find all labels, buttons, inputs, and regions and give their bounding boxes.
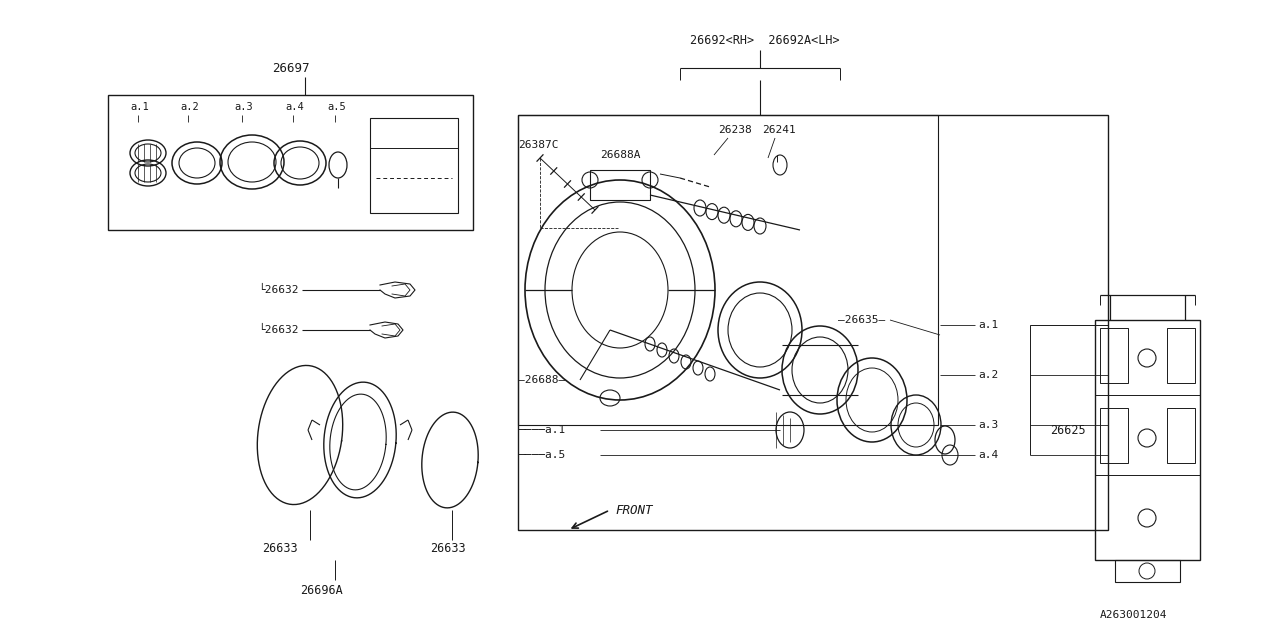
Text: a.4: a.4 [285,102,303,112]
Text: ────a.1: ────a.1 [518,425,566,435]
Bar [1167,408,1196,463]
Text: └26632: └26632 [259,285,298,295]
Bar [1094,320,1201,560]
Text: 26241: 26241 [762,125,796,135]
Bar [1167,328,1196,383]
Text: 26387C: 26387C [518,140,558,150]
Text: a.1: a.1 [978,320,998,330]
Text: a.4: a.4 [978,450,998,460]
Text: a.2: a.2 [180,102,198,112]
Text: a.1: a.1 [131,102,148,112]
Text: a.5: a.5 [326,102,346,112]
Bar [1115,560,1180,582]
Text: 26688A: 26688A [600,150,640,160]
Text: 26633: 26633 [430,541,466,554]
Bar [590,170,650,200]
Text: a.3: a.3 [234,102,252,112]
Bar [108,95,474,230]
Text: 26633: 26633 [262,541,298,554]
Text: 26238: 26238 [718,125,751,135]
Bar [518,115,938,425]
Text: a.3: a.3 [978,420,998,430]
Bar [1100,328,1128,383]
Text: —26688—: —26688— [518,375,566,385]
Bar [518,115,1108,530]
Text: a.2: a.2 [978,370,998,380]
Text: 26625: 26625 [1050,424,1085,436]
Text: 26696A: 26696A [300,584,343,596]
Text: ────a.5: ────a.5 [518,450,566,460]
Bar [1100,408,1128,463]
Text: 26697: 26697 [273,61,310,74]
Text: 26692<RH>  26692A<LH>: 26692<RH> 26692A<LH> [690,33,840,47]
Text: FRONT: FRONT [614,504,653,516]
Bar [370,118,458,213]
Text: A263001204: A263001204 [1100,610,1167,620]
Text: —26635—: —26635— [838,315,886,325]
Text: └26632: └26632 [259,325,298,335]
